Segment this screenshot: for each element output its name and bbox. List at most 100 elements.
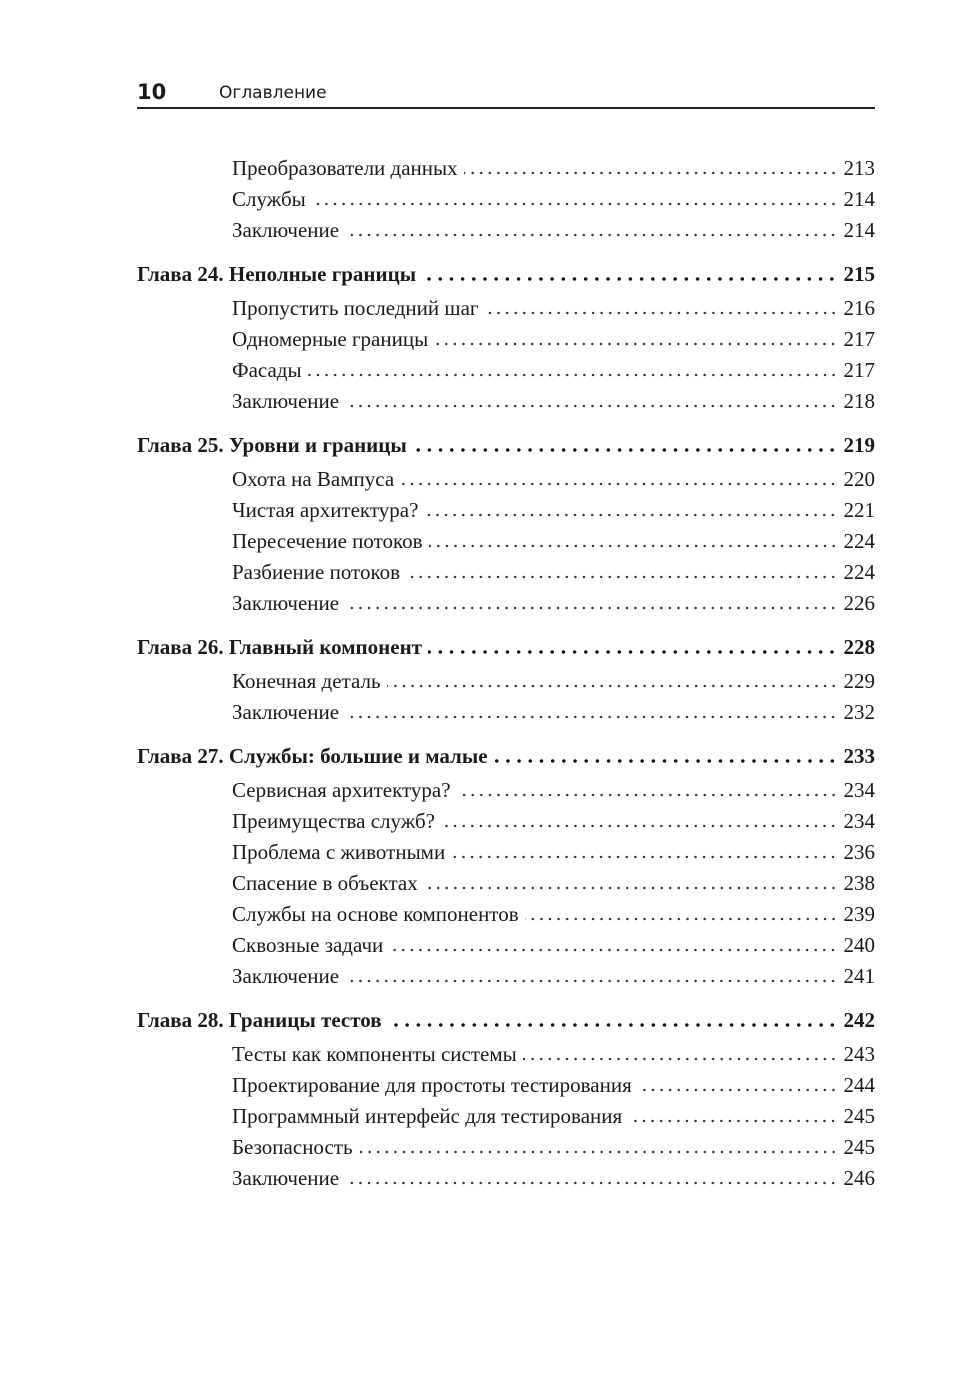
entry-title: Заключение — [232, 700, 340, 724]
toc-section-entry: Фасады 217 — [137, 355, 875, 386]
entry-title: Преимущества служб? — [232, 809, 435, 833]
entry-page: 229 — [843, 669, 876, 693]
entry-title: Заключение — [232, 1166, 340, 1190]
entry-title: Спасение в объектах — [232, 871, 418, 895]
dot-leader — [386, 684, 838, 688]
dot-leader — [387, 1023, 838, 1027]
entry-title: Глава 24. Неполные границы — [137, 262, 417, 286]
dot-leader — [406, 575, 838, 579]
entry-title: Тесты как компоненты системы — [232, 1042, 517, 1066]
dot-leader — [428, 544, 838, 548]
dot-leader — [434, 342, 838, 346]
entry-page: 216 — [843, 296, 876, 320]
entry-title: Сервисная архитектура? — [232, 778, 451, 802]
toc-chapter-entry: Глава 25. Уровни и границы 219 — [137, 430, 875, 461]
toc-section-entry: Службы на основе компонентов 239 — [137, 899, 875, 930]
dot-leader — [493, 759, 838, 763]
entry-title: Глава 25. Уровни и границы — [137, 433, 407, 457]
toc-section-entry: Охота на Вампуса 220 — [137, 464, 875, 495]
entry-title: Заключение — [232, 591, 340, 615]
toc-chapter-entry: Глава 24. Неполные границы 215 — [137, 259, 875, 290]
toc-section-entry: Заключение 218 — [137, 386, 875, 417]
dot-leader — [628, 1119, 838, 1123]
entry-title: Заключение — [232, 218, 340, 242]
toc-section-entry: Преобразователи данных 213 — [137, 153, 875, 184]
entry-title: Заключение — [232, 389, 340, 413]
entry-page: 228 — [843, 635, 876, 659]
page-number: 10 — [137, 80, 167, 104]
entry-page: 217 — [843, 358, 876, 382]
dot-leader — [345, 606, 838, 610]
entry-title: Проблема с животными — [232, 840, 446, 864]
dot-leader — [637, 1088, 838, 1092]
entry-title: Конечная деталь — [232, 669, 381, 693]
dot-leader — [412, 448, 838, 452]
entry-page: 239 — [843, 902, 876, 926]
toc-section-entry: Пересечение потоков 224 — [137, 526, 875, 557]
dot-leader — [345, 979, 838, 983]
dot-leader — [441, 824, 838, 828]
toc-chapter-entry: Глава 27. Службы: большие и малые 233 — [137, 741, 875, 772]
toc-section-entry: Одномерные границы 217 — [137, 324, 875, 355]
toc-section-entry: Пропустить последний шаг 216 — [137, 293, 875, 324]
entry-page: 238 — [843, 871, 876, 895]
toc-section-entry: Тесты как компоненты системы 243 — [137, 1039, 875, 1070]
entry-title: Программный интерфейс для тестирования — [232, 1104, 623, 1128]
entry-title: Глава 27. Службы: большие и малые — [137, 744, 488, 768]
entry-title: Пересечение потоков — [232, 529, 423, 553]
dot-leader — [456, 793, 838, 797]
entry-title: Чистая архитектура? — [232, 498, 419, 522]
entry-page: 221 — [843, 498, 876, 522]
entry-page: 220 — [843, 467, 876, 491]
entry-page: 213 — [843, 156, 876, 180]
table-of-contents: Преобразователи данных 213 Службы 214 Заключ… — [137, 153, 875, 1194]
toc-section-entry: Заключение 214 — [137, 215, 875, 246]
entry-title: Глава 28. Границы тестов — [137, 1008, 382, 1032]
entry-title: Пропустить последний шаг — [232, 296, 479, 320]
toc-section-entry: Проектирование для простоты тестирования… — [137, 1070, 875, 1101]
entry-page: 218 — [843, 389, 876, 413]
toc-section-entry: Программный интерфейс для тестирования 24… — [137, 1101, 875, 1132]
entry-title: Фасады — [232, 358, 302, 382]
entry-page: 232 — [843, 700, 876, 724]
entry-title: Глава 26. Главный компонент — [137, 635, 422, 659]
entry-title: Охота на Вампуса — [232, 467, 395, 491]
toc-section-entry: Сквозные задачи 240 — [137, 930, 875, 961]
toc-section-entry: Преимущества служб? 234 — [137, 806, 875, 837]
dot-leader — [345, 404, 838, 408]
toc-section-entry: Сервисная архитектура? 234 — [137, 775, 875, 806]
toc-section-entry: Разбиение потоков 224 — [137, 557, 875, 588]
dot-leader — [307, 373, 838, 377]
entry-page: 234 — [843, 778, 876, 802]
dot-leader — [428, 650, 838, 654]
toc-section-entry: Проблема с животными 236 — [137, 837, 875, 868]
toc-section-entry: Заключение 226 — [137, 588, 875, 619]
running-title: Оглавление — [219, 83, 327, 103]
entry-page: 246 — [843, 1166, 876, 1190]
entry-page: 243 — [843, 1042, 876, 1066]
entry-page: 214 — [843, 218, 876, 242]
dot-leader — [400, 482, 838, 486]
entry-page: 241 — [843, 964, 876, 988]
entry-page: 244 — [843, 1073, 876, 1097]
entry-page: 240 — [843, 933, 876, 957]
entry-title: Безопасность — [232, 1135, 353, 1159]
toc-chapter-entry: Глава 28. Границы тестов 242 — [137, 1005, 875, 1036]
toc-section-entry: Спасение в объектах 238 — [137, 868, 875, 899]
entry-page: 242 — [843, 1008, 876, 1032]
entry-title: Заключение — [232, 964, 340, 988]
dot-leader — [484, 311, 838, 315]
dot-leader — [311, 202, 838, 206]
dot-leader — [522, 1057, 838, 1061]
toc-section-entry: Безопасность 245 — [137, 1132, 875, 1163]
dot-leader — [463, 171, 838, 175]
entry-page: 214 — [843, 187, 876, 211]
entry-title: Преобразователи данных — [232, 156, 458, 180]
dot-leader — [423, 886, 838, 890]
toc-section-entry: Заключение 241 — [137, 961, 875, 992]
entry-page: 217 — [843, 327, 876, 351]
toc-section-entry: Заключение 246 — [137, 1163, 875, 1194]
entry-title: Одномерные границы — [232, 327, 429, 351]
dot-leader — [345, 233, 838, 237]
toc-section-entry: Конечная деталь 229 — [137, 666, 875, 697]
